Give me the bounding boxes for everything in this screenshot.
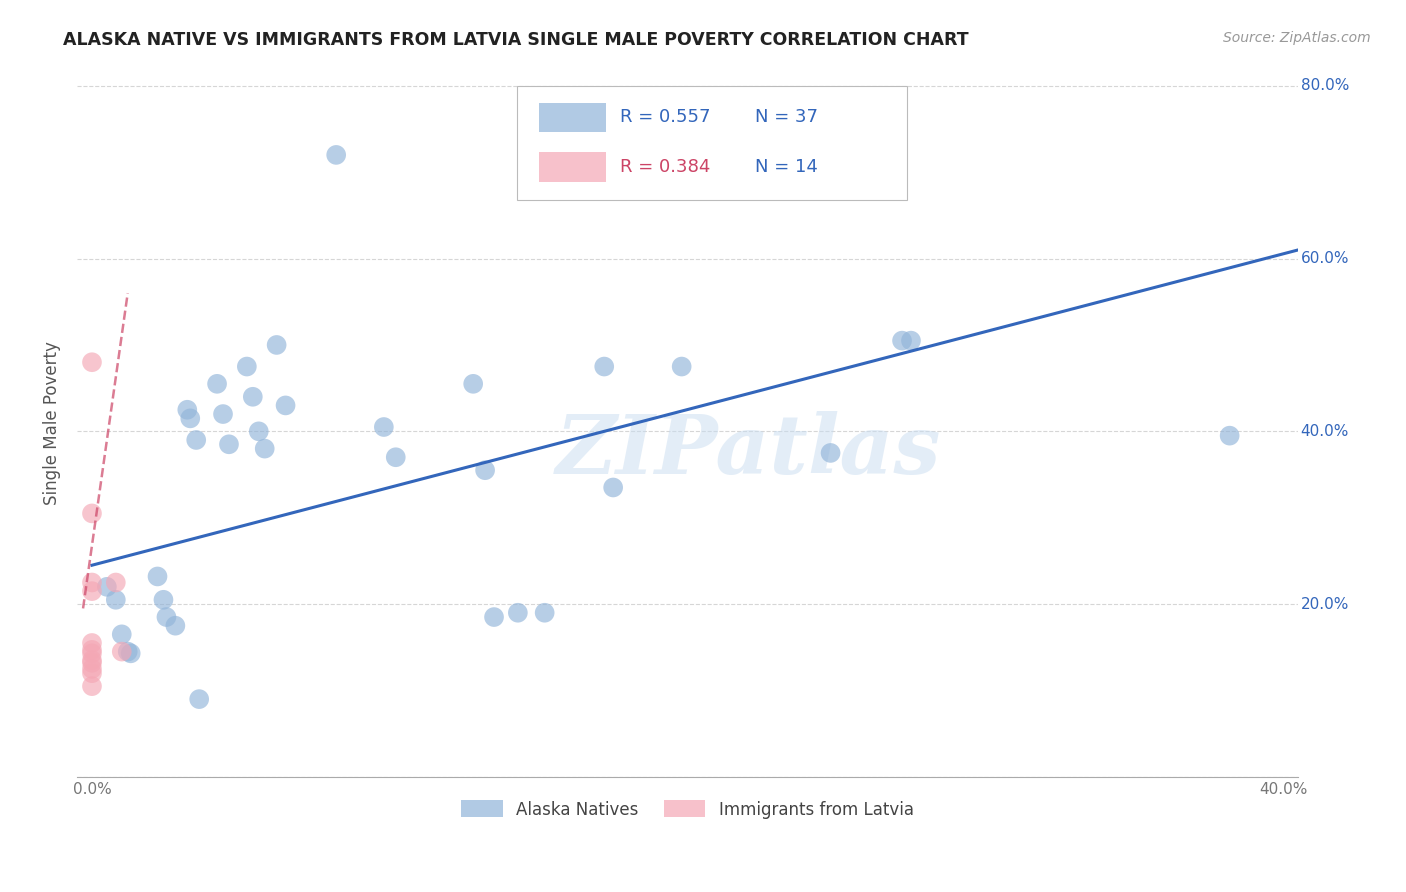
Point (80, 679, 103, 693)
Text: ZIPatlas: ZIPatlas (555, 411, 942, 491)
Text: ALASKA NATIVE VS IMMIGRANTS FROM LATVIA SINGLE MALE POVERTY CORRELATION CHART: ALASKA NATIVE VS IMMIGRANTS FROM LATVIA … (63, 31, 969, 49)
Point (188, 692, 211, 706)
Point (891, 334, 914, 348)
Point (80, 656, 103, 670)
Point (482, 610, 505, 624)
Point (186, 433, 208, 447)
Point (80, 643, 103, 657)
Point (1219, 428, 1241, 442)
Point (593, 359, 616, 374)
Point (253, 442, 276, 456)
Point (533, 606, 555, 620)
Point (247, 425, 270, 439)
Point (325, 148, 347, 162)
FancyBboxPatch shape (538, 153, 606, 182)
Point (179, 411, 201, 425)
Point (146, 569, 169, 583)
Point (80, 646, 103, 660)
Point (120, 646, 142, 660)
Point (111, 627, 134, 641)
Point (205, 376, 228, 391)
Point (212, 407, 235, 421)
Point (242, 390, 264, 404)
Point (80, 653, 103, 667)
Point (176, 402, 198, 417)
FancyBboxPatch shape (538, 103, 606, 132)
Point (96, 580, 118, 594)
Point (80, 507, 103, 521)
Text: R = 0.557: R = 0.557 (620, 109, 711, 127)
FancyBboxPatch shape (516, 87, 907, 200)
Text: 20.0%: 20.0% (1301, 597, 1348, 612)
Point (117, 645, 139, 659)
Point (602, 481, 624, 495)
Point (80, 575, 103, 590)
Point (155, 610, 177, 624)
Point (474, 463, 496, 477)
Point (900, 334, 922, 348)
Point (274, 399, 297, 413)
Point (236, 359, 259, 374)
Point (506, 606, 529, 620)
Text: N = 37: N = 37 (755, 109, 818, 127)
Text: R = 0.384: R = 0.384 (620, 158, 711, 176)
Point (152, 592, 174, 607)
Point (104, 575, 127, 590)
Point (80, 636, 103, 650)
Point (373, 420, 395, 434)
Point (80, 355, 103, 369)
Text: N = 14: N = 14 (755, 158, 818, 176)
Point (266, 338, 288, 352)
Point (111, 645, 134, 659)
Point (165, 618, 187, 632)
Point (384, 450, 406, 465)
Point (218, 437, 240, 451)
Point (820, 446, 842, 460)
Y-axis label: Single Male Poverty: Single Male Poverty (44, 341, 60, 505)
Point (104, 592, 127, 607)
Text: 60.0%: 60.0% (1301, 251, 1350, 266)
Point (671, 359, 693, 374)
Text: 40.0%: 40.0% (1301, 424, 1348, 439)
Point (80, 584, 103, 599)
Point (80, 666, 103, 681)
Point (463, 376, 485, 391)
Point (80, 662, 103, 676)
Text: 80.0%: 80.0% (1301, 78, 1348, 94)
Text: Source: ZipAtlas.com: Source: ZipAtlas.com (1223, 31, 1371, 45)
Legend: Alaska Natives, Immigrants from Latvia: Alaska Natives, Immigrants from Latvia (454, 794, 921, 825)
